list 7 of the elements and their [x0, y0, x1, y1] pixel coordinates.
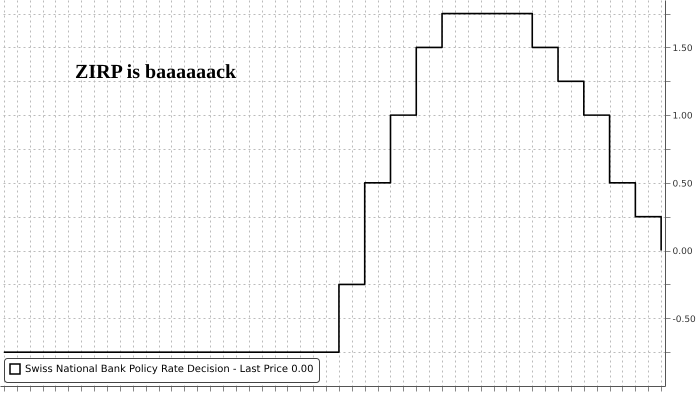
- text: ZIRP is baaaaaack: [75, 61, 238, 83]
- y-tick-label: 0.00: [672, 247, 693, 258]
- y-tick-label: -0.50: [672, 314, 696, 325]
- legend-label: Swiss National Bank Policy Rate Decision - Last Price 0.00: [25, 364, 314, 375]
- y-tick-label: 1.50: [672, 44, 693, 54]
- y-tick-label: 1.00: [672, 112, 693, 122]
- y-tick-label: 0.50: [672, 179, 693, 190]
